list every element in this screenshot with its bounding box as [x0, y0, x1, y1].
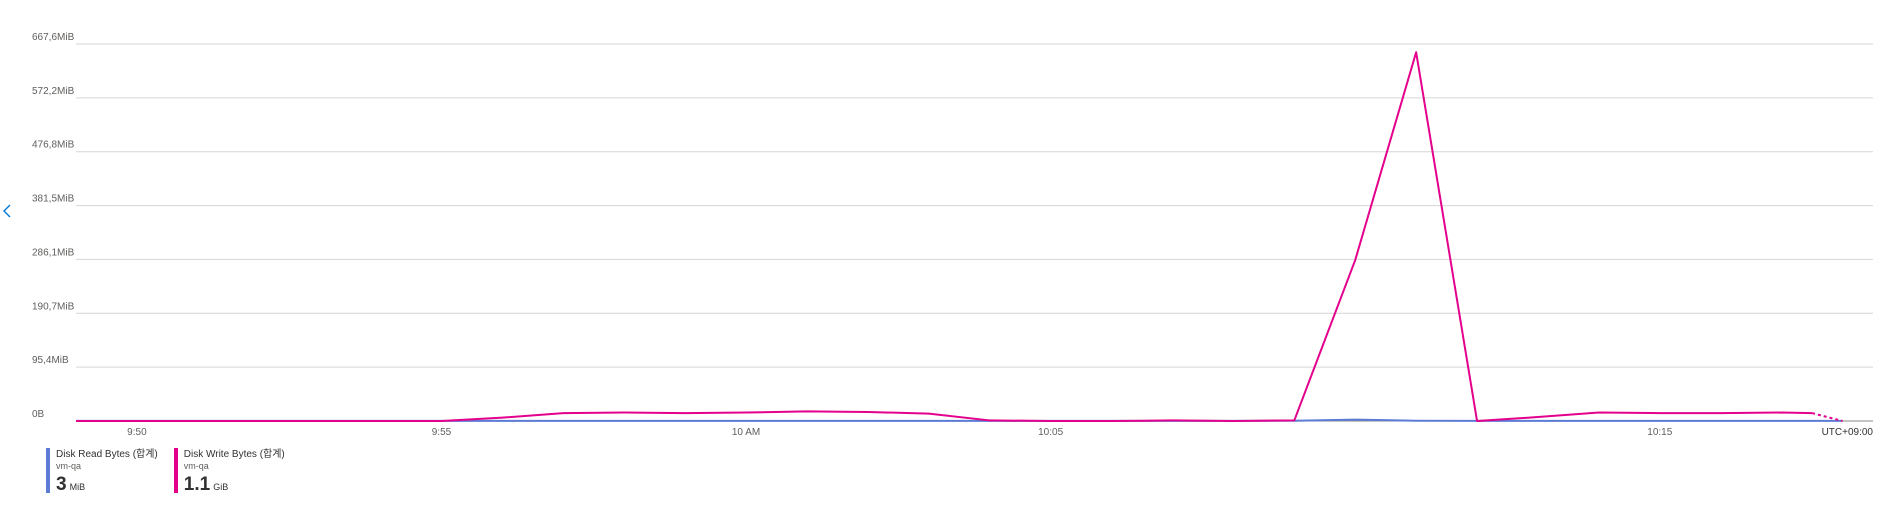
y-tick-label: 0B	[32, 409, 45, 420]
legend-item-disk-read[interactable]: Disk Read Bytes (합계) vm-qa 3 MiB	[46, 448, 158, 496]
legend-resource-name: vm-qa	[56, 461, 82, 471]
timezone-label: UTC+09:00	[1822, 427, 1874, 438]
x-tick-label: 10 AM	[732, 427, 760, 438]
legend-total-unit: GiB	[213, 482, 229, 492]
y-tick-label: 286,1MiB	[32, 247, 75, 258]
chevron-left-icon	[3, 204, 11, 218]
legend-total-value: 1.1	[183, 474, 211, 495]
y-tick-label: 476,8MiB	[32, 140, 75, 151]
series-lines	[76, 51, 1843, 422]
legend-swatch-write	[173, 448, 178, 493]
y-axis: 667,6MiB 572,2MiB 476,8MiB 381,5MiB 286,1MiB…	[32, 32, 75, 420]
x-tick-label: 9:50	[127, 427, 147, 438]
legend-item-disk-write[interactable]: Disk Write Bytes (합계) vm-qa 1.1 GiB	[173, 448, 285, 496]
series-line-disk-write	[76, 51, 1813, 422]
y-tick-label: 95,4MiB	[32, 355, 69, 366]
series-line-projection	[1811, 412, 1843, 422]
x-tick-label: 10:15	[1647, 427, 1672, 438]
legend-resource-name: vm-qa	[183, 461, 209, 471]
prev-button[interactable]	[0, 200, 14, 222]
line-chart: 667,6MiB 572,2MiB 476,8MiB 381,5MiB 286,1MiB…	[32, 32, 1874, 438]
gridlines	[76, 43, 1873, 422]
legend-series-name: Disk Read Bytes (합계)	[56, 449, 158, 460]
x-axis: 9:50 9:55 10 AM 10:05 10:15	[127, 427, 1673, 438]
x-tick-label: 10:05	[1038, 427, 1063, 438]
y-tick-label: 572,2MiB	[32, 86, 75, 97]
chart-legend: Disk Read Bytes (합계) vm-qa 3 MiB Disk Wr…	[46, 448, 285, 496]
y-tick-label: 381,5MiB	[32, 194, 75, 205]
legend-total-value: 3	[56, 474, 67, 495]
y-tick-label: 667,6MiB	[32, 32, 75, 43]
legend-series-name: Disk Write Bytes (합계)	[183, 449, 285, 460]
x-tick-label: 9:55	[432, 427, 452, 438]
y-tick-label: 190,7MiB	[32, 301, 75, 312]
legend-swatch-read	[46, 448, 50, 493]
legend-total-unit: MiB	[69, 482, 86, 492]
